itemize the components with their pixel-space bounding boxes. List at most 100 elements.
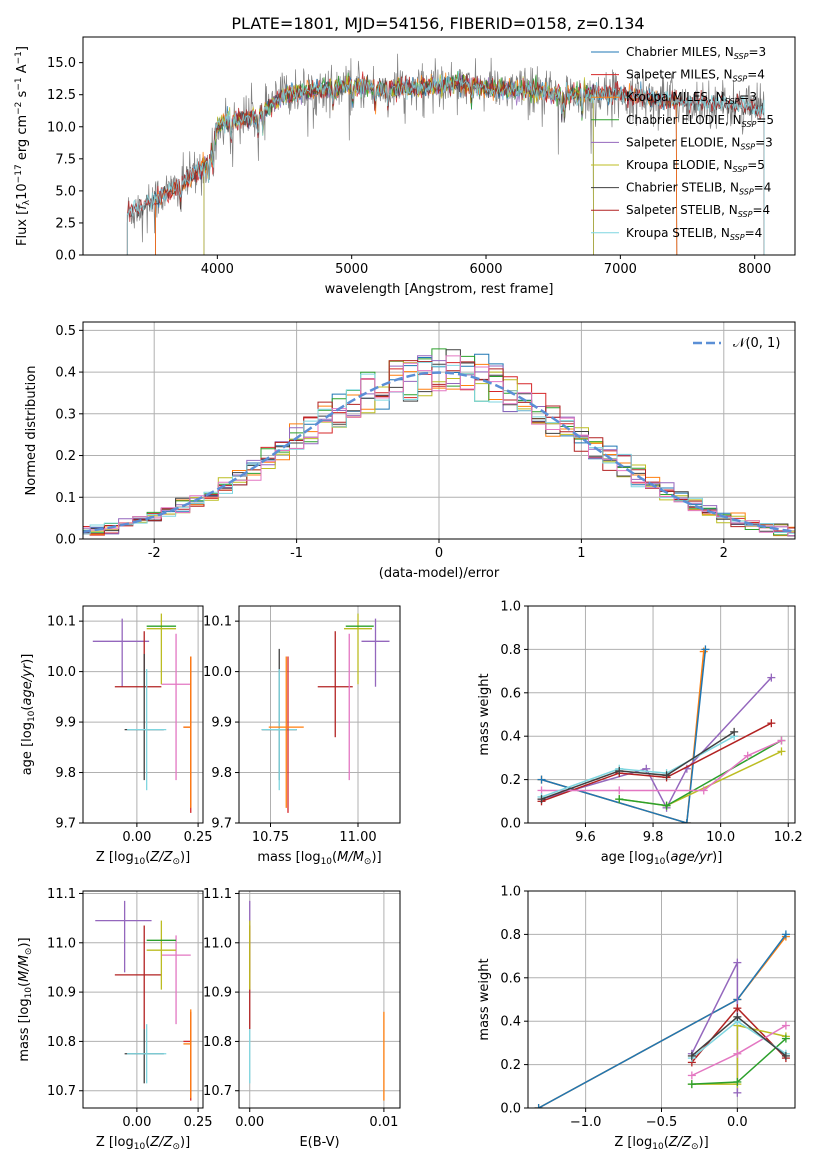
y-tick-label: 10.9 [203,986,232,1001]
x-tick-label: 4000 [201,262,234,277]
data-layer [261,613,390,813]
y-tick-label: 11.1 [203,887,232,902]
data-layer [92,613,192,813]
weight-series-line [541,731,735,800]
x-tick-label: 9.8 [643,830,664,845]
residuals-legend: 𝒩(0, 1) [693,336,780,351]
y-tick-label: 15.0 [47,56,76,71]
y-tick-label: 11.0 [47,936,76,951]
y-tick-label: 7.5 [55,152,76,167]
y-tick-label: 11.1 [47,887,76,902]
figure-title: PLATE=1801, MJD=54156, FIBERID=0158, z=0… [231,14,644,33]
x-axis-label: Z [log10(Z/Z⊙)] [614,1135,708,1152]
x-tick-label: -1 [290,546,303,561]
legend-label: Chabrier ELODIE, NSSP=5 [626,113,774,129]
x-tick-label: 7000 [604,262,637,277]
legend-label: Kroupa MILES, NSSP=3 [626,90,757,106]
weight-y-label: mass weight [477,958,492,1040]
x-tick-label: 2 [720,546,728,561]
legend-label: Salpeter STELIB, NSSP=4 [626,203,770,219]
y-tick-label: 0.8 [500,643,521,658]
x-axis-label: mass [log10(M/M⊙)] [257,850,381,867]
x-tick-label: 0.25 [184,1115,213,1130]
y-tick-label: 9.7 [55,817,76,832]
weight-y-label: mass weight [477,673,492,755]
residuals-panel: -2 -1 0 1 2 0.0 0.1 0.2 0.3 0.4 0.5 𝒩(0, 1) (data-mo… [24,321,796,581]
y-tick-label: 9.8 [211,766,232,781]
legend-label: Chabrier STELIB, NSSP=4 [626,181,771,197]
weight-vs-age-panel: 9.6 9.8 10.0 10.2 0.0 0.2 0.4 0.6 0.8 1.0 age [log… [477,600,803,868]
y-tick-label: 1.0 [500,885,521,900]
y-tick-label: 10.1 [203,615,232,630]
axes-frame [238,605,401,824]
histogram-step [83,355,795,537]
y-tick-label: 10.7 [203,1084,232,1099]
x-tick-label: 11.00 [339,830,376,845]
y-tick-label: 0.2 [55,449,76,464]
weight-vs-Z-panel: −1.0 −0.5 0.0 0.0 0.2 0.4 0.6 0.8 1.0 Z [log10(Z/… [477,885,796,1152]
data-layer [534,930,790,1108]
y-tick-label: 0.4 [500,1015,521,1030]
legend-label: Kroupa STELIB, NSSP=4 [626,226,762,242]
y-tick-label: 10.0 [47,665,76,680]
axes-frame [527,890,796,1109]
mass-vs-Z-panel: 0.00 0.25 10.7 10.8 10.9 11.0 11.1 Z [log10(Z/Z… [17,887,213,1152]
axes-frame [527,605,796,824]
spectrum-legend: Chabrier MILES, NSSP=3 Salpeter MILES, NS… [591,45,774,242]
legend-label: Salpeter MILES, NSSP=4 [626,68,765,84]
y-tick-label: 0.3 [55,407,76,422]
mass-vs-ebv-panel: 0.00 0.01 10.7 10.8 10.9 11.0 11.1 E(B-V) [203,887,401,1150]
x-tick-label: 0.25 [184,830,213,845]
data-layer [83,348,795,537]
y-tick-label: 0.2 [500,1058,521,1073]
normal-curve-line [83,371,795,533]
x-tick-label: 10.75 [252,830,289,845]
model-spectrum-line [126,70,765,255]
y-axis-label: age [log10(age/yr)] [20,654,37,776]
legend-label: 𝒩(0, 1) [733,336,780,351]
weight-series-line [541,735,735,798]
y-tick-label: 10.8 [203,1035,232,1050]
x-tick-label: −0.5 [646,1115,678,1130]
y-tick-label: 9.9 [55,716,76,731]
y-tick-label: 10.7 [47,1084,76,1099]
x-tick-label: −1.0 [570,1115,602,1130]
y-tick-label: 10.8 [47,1035,76,1050]
legend-label: Chabrier MILES, NSSP=3 [626,45,766,61]
y-tick-label: 0.6 [500,971,521,986]
age-vs-Z-panel: 0.00 0.25 9.7 9.8 9.9 10.0 10.1 Z [log10(Z/Z⊙)]… [20,605,213,867]
data-layer [249,900,385,1101]
x-tick-label: 10.2 [774,830,803,845]
y-tick-label: 9.8 [55,766,76,781]
spectrum-panel: 4000 5000 6000 7000 8000 0.0 2.5 5.0 7.5 10.0 12.5… [14,36,796,297]
weight-series-line [541,722,772,803]
x-axis-label: Z [log10(Z/Z⊙)] [96,850,190,867]
x-tick-label: 5000 [335,262,368,277]
y-tick-label: 9.7 [211,817,232,832]
y-tick-label: 0.1 [55,491,76,506]
x-tick-label: 8000 [738,262,771,277]
x-tick-label: 10.0 [706,830,735,845]
axes-frame [238,890,401,1109]
age-vs-mass-panel: 10.75 11.00 9.7 9.8 9.9 10.0 10.1 mass [log10(M… [203,605,401,867]
x-tick-label: 9.6 [575,830,596,845]
residuals-y-label: Normed distribution [24,366,39,496]
axes-frame [82,890,204,1109]
panels: 4000 5000 6000 7000 80000.02.55.07.510.012.5… [14,36,803,1152]
x-tick-label: 0.01 [369,1115,398,1130]
data-layer [126,53,765,255]
y-tick-label: 0.8 [500,928,521,943]
y-tick-label: 0.2 [500,773,521,788]
legend-label: Salpeter ELODIE, NSSP=3 [626,135,773,151]
y-tick-label: 9.9 [211,716,232,731]
x-tick-label: 0 [435,546,443,561]
y-tick-label: 12.5 [47,88,76,103]
y-tick-label: 10.0 [47,120,76,135]
y-tick-label: 0.5 [55,324,76,339]
x-axis-label: E(B-V) [299,1135,339,1150]
spectrum-x-label: wavelength [Angstrom, rest frame] [325,282,554,297]
y-tick-label: 0.6 [500,686,521,701]
axes-frame [82,321,796,540]
axes-frame [82,36,796,256]
